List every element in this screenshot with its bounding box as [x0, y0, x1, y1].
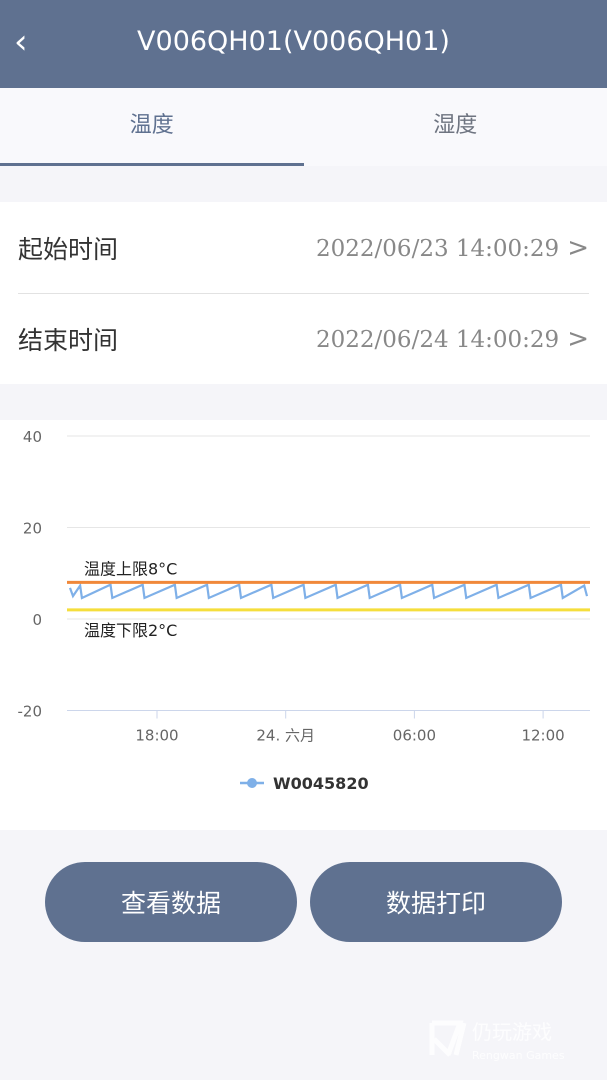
y-tick-label: -20 [18, 703, 43, 721]
tab-humidity[interactable]: 湿度 [433, 113, 478, 138]
temperature-chart: 40 20 0 -20 18:00 24. 六月 06:00 12:00 温度上限8°C 温度下限… [0, 420, 607, 830]
end-time-value: 2022/06/24 14:00:29 [316, 327, 560, 353]
plotline-label: 温度上限8°C [84, 559, 177, 578]
chevron-right-icon: > [567, 324, 589, 354]
tab-bar: 温度 湿度 [0, 88, 607, 166]
watermark-logo: 仍玩游戏 Rengwan Games [420, 1015, 585, 1069]
end-time-row[interactable]: 结束时间 2022/06/24 14:00:29 > [18, 293, 589, 384]
legend-label: W0045820 [273, 774, 369, 793]
y-tick-label: 20 [23, 520, 42, 538]
chevron-left-icon: ‹ [14, 22, 28, 62]
plotline-label: 温度下限2°C [84, 621, 177, 640]
series-line-w0045820 [68, 582, 589, 600]
svg-text:Rengwan Games: Rengwan Games [472, 1049, 565, 1062]
print-data-button[interactable]: 数据打印 [310, 862, 562, 942]
legend-marker [247, 778, 257, 788]
back-button[interactable]: ‹ [14, 22, 28, 62]
start-time-value: 2022/06/23 14:00:29 [316, 235, 560, 262]
chart-svg: 40 20 0 -20 18:00 24. 六月 06:00 12:00 温度上限8°C 温度下限… [18, 428, 590, 793]
page-title: V006QH01(V006QH01) [137, 26, 450, 57]
view-data-button[interactable]: 查看数据 [45, 862, 297, 942]
svg-text:仍玩游戏: 仍玩游戏 [472, 1020, 552, 1044]
tab-temperature[interactable]: 温度 [0, 88, 304, 166]
app-header: ‹ V006QH01(V006QH01) [0, 0, 607, 88]
x-tick-label: 06:00 [393, 727, 436, 745]
y-tick-label: 0 [32, 611, 42, 629]
start-time-label: 起始时间 [18, 234, 119, 264]
time-range-card: 起始时间 2022/06/23 14:00:29 > 结束时间 2022/06/2… [0, 202, 607, 384]
x-tick-label: 24. 六月 [256, 727, 315, 745]
x-tick-label: 12:00 [521, 727, 564, 745]
chevron-right-icon: > [567, 232, 589, 263]
start-time-row[interactable]: 起始时间 2022/06/23 14:00:29 > [18, 202, 589, 293]
y-tick-label: 40 [23, 428, 42, 446]
end-time-label: 结束时间 [18, 326, 119, 355]
x-tick-label: 18:00 [135, 727, 178, 745]
